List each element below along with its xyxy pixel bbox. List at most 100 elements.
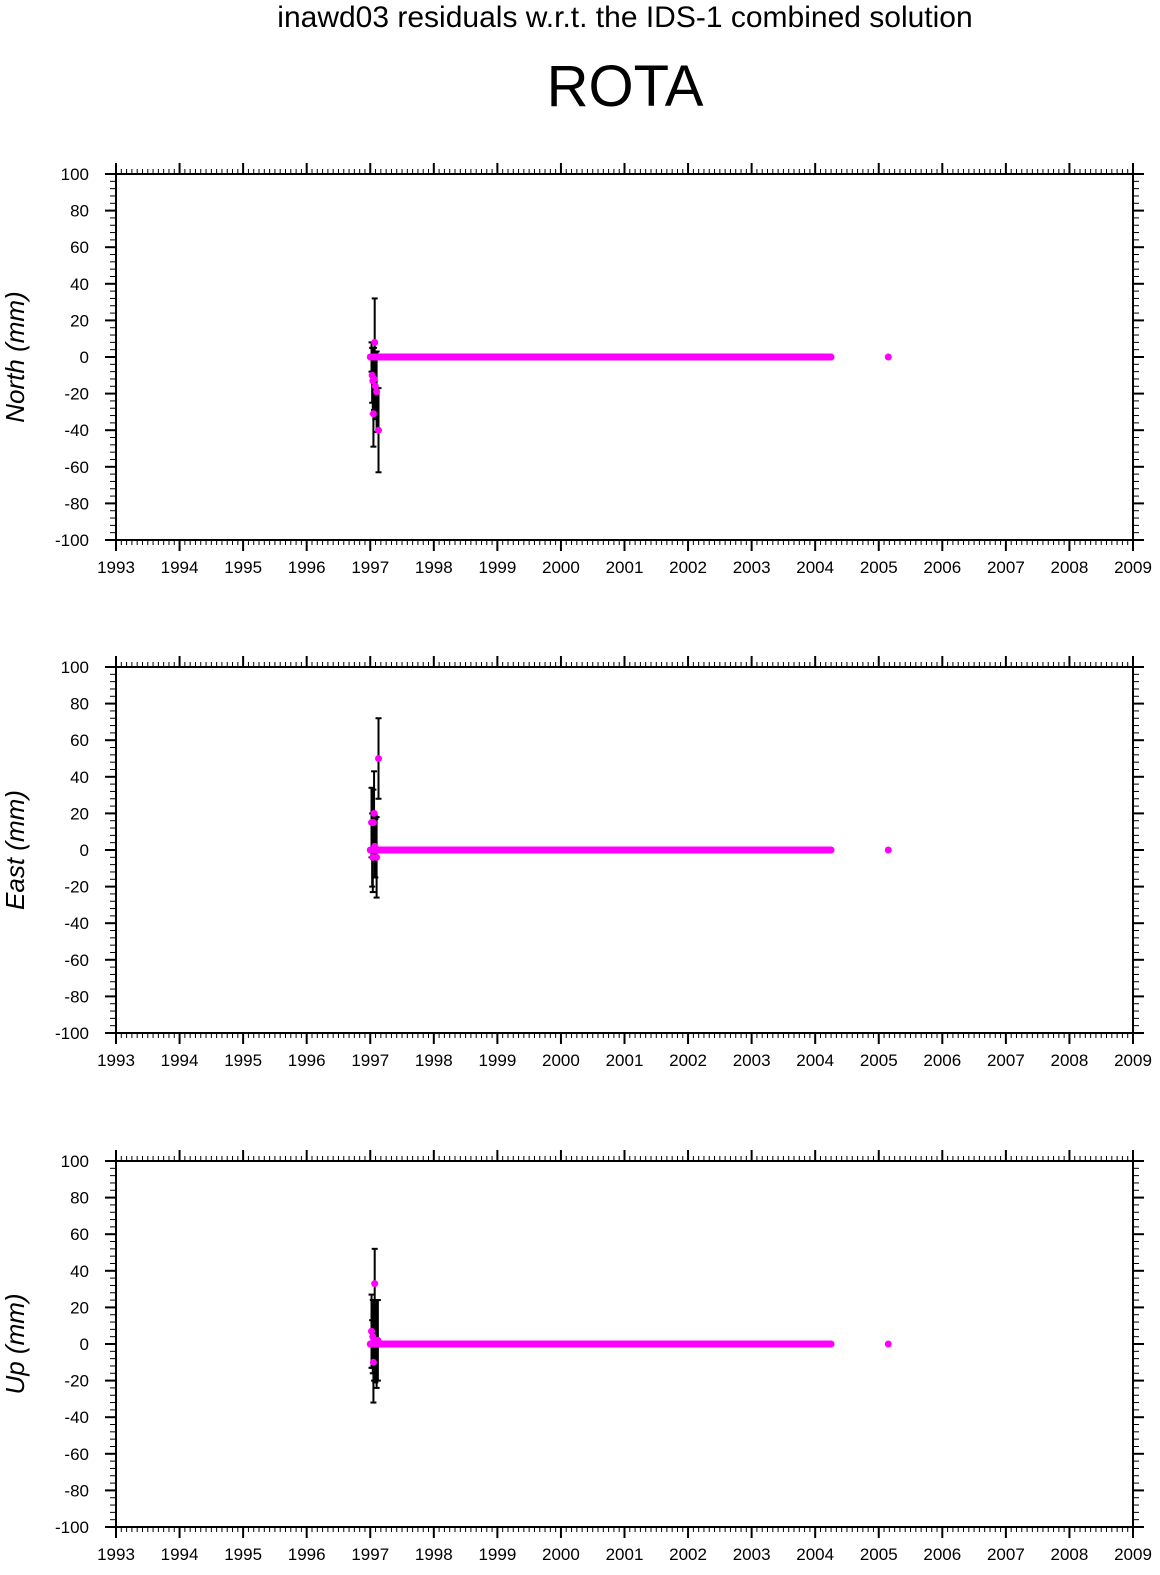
y-axis-label: East (mm): [0, 790, 30, 910]
x-tick-label: 2008: [1051, 1545, 1089, 1564]
x-tick-label: 2009: [1114, 1051, 1152, 1070]
x-tick-label: 1999: [478, 558, 516, 577]
panel-1: 1993 1994 1995 1996 1997 1998 1999 2000 2001 2002…: [0, 163, 1152, 577]
x-tick-label: 1994: [161, 1545, 199, 1564]
data-point: [884, 1340, 892, 1348]
y-tick-label: -100: [55, 1024, 89, 1043]
y-tick-label: 80: [70, 695, 89, 714]
x-tick-label: 2006: [923, 1545, 961, 1564]
data-point: [884, 846, 892, 854]
data-point: [373, 388, 381, 396]
data-point: [373, 853, 381, 861]
y-tick-label: -20: [64, 385, 89, 404]
station-name: ROTA: [546, 54, 704, 119]
data-point: [884, 353, 892, 361]
data-point: [371, 844, 379, 852]
x-tick-label: 2000: [542, 1545, 580, 1564]
x-tick-label: 2002: [669, 1051, 707, 1070]
x-tick-label: 2000: [542, 1051, 580, 1070]
x-tick-label: 2006: [923, 1051, 961, 1070]
x-tick-label: 1994: [161, 558, 199, 577]
x-tick-label: 2007: [987, 1545, 1025, 1564]
y-tick-label: 0: [80, 1335, 89, 1354]
data-point: [370, 809, 378, 817]
x-tick-label: 2004: [796, 1545, 834, 1564]
y-tick-label: -60: [64, 951, 89, 970]
x-tick-label: 2006: [923, 558, 961, 577]
y-tick-label: 60: [70, 238, 89, 257]
x-tick-label: 1999: [478, 1545, 516, 1564]
y-tick-label: 20: [70, 311, 89, 330]
x-tick-label: 1997: [351, 1545, 389, 1564]
y-tick-label: -20: [64, 878, 89, 897]
y-tick-label: -60: [64, 1445, 89, 1464]
x-tick-label: 2001: [606, 1051, 644, 1070]
x-tick-label: 2007: [987, 558, 1025, 577]
x-tick-label: 2005: [860, 1051, 898, 1070]
x-tick-label: 2002: [669, 1545, 707, 1564]
x-tick-label: 1993: [97, 1545, 135, 1564]
y-tick-label: 20: [70, 804, 89, 823]
y-tick-label: -40: [64, 1408, 89, 1427]
y-tick-label: 60: [70, 731, 89, 750]
x-tick-label: 2009: [1114, 1545, 1152, 1564]
x-tick-label: 2001: [606, 1545, 644, 1564]
y-tick-label: 40: [70, 1262, 89, 1281]
x-tick-label: 2004: [796, 558, 834, 577]
x-tick-label: 1997: [351, 558, 389, 577]
panel-3: 1993 1994 1995 1996 1997 1998 1999 2000 2001 2002…: [0, 1150, 1152, 1564]
y-axis-label: Up (mm): [0, 1293, 30, 1394]
data-point: [375, 755, 383, 762]
y-tick-label: -80: [64, 494, 89, 513]
x-tick-label: 1993: [97, 558, 135, 577]
x-tick-label: 1996: [288, 558, 326, 577]
x-tick-label: 1995: [224, 1545, 262, 1564]
x-tick-label: 1995: [224, 558, 262, 577]
x-tick-label: 2003: [733, 558, 771, 577]
data-point: [374, 1336, 382, 1344]
x-tick-label: 2008: [1051, 558, 1089, 577]
y-tick-label: 100: [61, 1152, 89, 1171]
x-tick-label: 1998: [415, 1051, 453, 1070]
data-point: [371, 1280, 379, 1288]
data-point: [371, 338, 379, 346]
data-point: [369, 1358, 377, 1366]
x-tick-label: 2001: [606, 558, 644, 577]
y-tick-label: -20: [64, 1372, 89, 1391]
x-tick-label: 1995: [224, 1051, 262, 1070]
panel-2: 1993 1994 1995 1996 1997 1998 1999 2000 2001 2002…: [0, 656, 1152, 1070]
y-tick-label: -80: [64, 1481, 89, 1500]
x-tick-label: 1998: [415, 1545, 453, 1564]
x-tick-label: 2002: [669, 558, 707, 577]
y-tick-label: -100: [55, 531, 89, 550]
x-tick-label: 2000: [542, 558, 580, 577]
y-tick-label: 100: [61, 658, 89, 677]
x-tick-label: 2009: [1114, 558, 1152, 577]
x-tick-label: 2005: [860, 558, 898, 577]
data-point: [368, 353, 376, 361]
data-point: [369, 819, 377, 827]
y-tick-label: -60: [64, 458, 89, 477]
y-tick-label: 80: [70, 1189, 89, 1208]
y-axis-label: North (mm): [0, 291, 30, 422]
data-point: [368, 1327, 376, 1335]
data-point: [371, 382, 379, 390]
x-tick-label: 2003: [733, 1051, 771, 1070]
x-tick-label: 1994: [161, 1051, 199, 1070]
y-tick-label: 60: [70, 1225, 89, 1244]
x-tick-label: 2005: [860, 1545, 898, 1564]
y-tick-label: -100: [55, 1518, 89, 1537]
y-tick-label: 40: [70, 275, 89, 294]
x-tick-label: 1998: [415, 558, 453, 577]
y-tick-label: 100: [61, 165, 89, 184]
x-tick-label: 2008: [1051, 1051, 1089, 1070]
y-tick-label: 0: [80, 348, 89, 367]
x-tick-label: 1996: [288, 1051, 326, 1070]
y-tick-label: -40: [64, 421, 89, 440]
x-tick-label: 2004: [796, 1051, 834, 1070]
y-tick-label: 40: [70, 768, 89, 787]
data-point: [369, 410, 377, 418]
y-tick-label: 80: [70, 202, 89, 221]
y-tick-label: -80: [64, 987, 89, 1006]
